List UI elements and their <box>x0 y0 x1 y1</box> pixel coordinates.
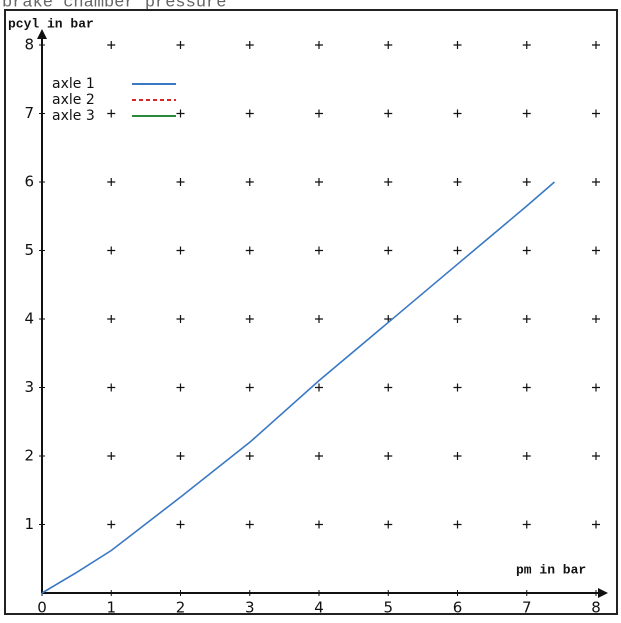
grid-plus <box>107 41 116 49</box>
grid-plus <box>107 452 116 460</box>
grid-plus <box>315 246 323 255</box>
grid-plus <box>522 383 531 392</box>
grid-plus <box>315 178 323 186</box>
grid-plus <box>384 383 393 392</box>
x-tick-label: 4 <box>314 599 324 617</box>
grid-plus <box>315 41 323 49</box>
y-tick-label: 1 <box>24 515 34 533</box>
x-tick-label: 5 <box>383 599 393 617</box>
grid-plus <box>176 383 185 392</box>
grid-plus <box>176 41 185 49</box>
y-tick-label: 8 <box>24 36 34 54</box>
grid-plus <box>522 109 531 118</box>
grid-plus <box>384 109 393 118</box>
grid-plus <box>592 452 600 460</box>
grid-plus <box>522 452 531 460</box>
grid-plus <box>176 178 185 186</box>
grid-plus <box>176 520 185 529</box>
legend-label: axle 2 <box>52 92 95 108</box>
legend-label: axle 1 <box>52 76 95 92</box>
y-tick-label: 6 <box>24 173 34 191</box>
grid-plus <box>315 109 323 118</box>
y-axis-arrow <box>37 29 47 39</box>
y-tick-label: 4 <box>24 310 34 328</box>
grid-plus <box>107 178 116 186</box>
x-tick-label: 1 <box>106 599 116 617</box>
legend-label: axle 3 <box>52 108 95 124</box>
grid-plus <box>522 246 531 255</box>
grid-plus <box>592 41 600 49</box>
grid-plus <box>245 178 254 186</box>
grid-plus <box>176 109 185 118</box>
grid-plus <box>592 315 600 323</box>
grid-plus <box>522 178 531 186</box>
grid-plus <box>107 246 116 255</box>
grid-plus <box>245 315 254 323</box>
grid-plus <box>453 41 462 49</box>
grid-plus <box>592 520 600 529</box>
y-tick-label: 2 <box>24 447 34 465</box>
grid-plus <box>107 520 116 529</box>
grid-plus <box>384 246 393 255</box>
grid-plus <box>245 383 254 392</box>
grid-plus <box>107 315 116 323</box>
grid-plus <box>453 315 462 323</box>
x-tick-label: 8 <box>591 599 601 617</box>
grid-plus <box>245 109 254 118</box>
grid-plus <box>315 520 323 529</box>
grid-plus <box>315 315 323 323</box>
grid-plus <box>592 178 600 186</box>
grid-plus <box>522 41 531 49</box>
grid-plus <box>176 452 185 460</box>
grid-plus <box>245 41 254 49</box>
grid-plus <box>592 246 600 255</box>
y-tick-label: 3 <box>24 378 34 396</box>
grid-plus <box>453 520 462 529</box>
grid-plus <box>245 520 254 529</box>
grid-plus <box>384 452 393 460</box>
grid-plus <box>107 109 116 118</box>
grid-plus <box>107 383 116 392</box>
y-tick-label: 7 <box>24 104 34 122</box>
grid-plus <box>592 383 600 392</box>
x-tick-label: 6 <box>453 599 463 617</box>
grid-plus <box>315 383 323 392</box>
grid-plus <box>453 178 462 186</box>
grid-plus <box>522 315 531 323</box>
y-tick-label: 5 <box>24 241 34 259</box>
x-axis-arrow <box>598 588 608 598</box>
grid-plus <box>315 452 323 460</box>
grid-plus <box>176 246 185 255</box>
grid-plus <box>453 452 462 460</box>
series-line <box>41 181 555 594</box>
grid-plus <box>384 520 393 529</box>
y-axis-label: pcyl in bar <box>8 16 94 31</box>
grid-plus <box>522 520 531 529</box>
x-axis-label: pm in bar <box>516 562 586 577</box>
x-tick-label: 0 <box>37 599 47 617</box>
grid-plus <box>453 383 462 392</box>
frame <box>4 9 618 615</box>
grid-plus <box>453 246 462 255</box>
grid-plus <box>384 41 393 49</box>
grid-plus <box>176 315 185 323</box>
x-tick-label: 3 <box>245 599 255 617</box>
grid-plus <box>245 246 254 255</box>
grid-plus <box>384 178 393 186</box>
grid-plus <box>245 452 254 460</box>
grid-plus <box>592 109 600 118</box>
x-tick-label: 2 <box>176 599 186 617</box>
grid-plus <box>453 109 462 118</box>
x-tick-label: 7 <box>522 599 532 617</box>
